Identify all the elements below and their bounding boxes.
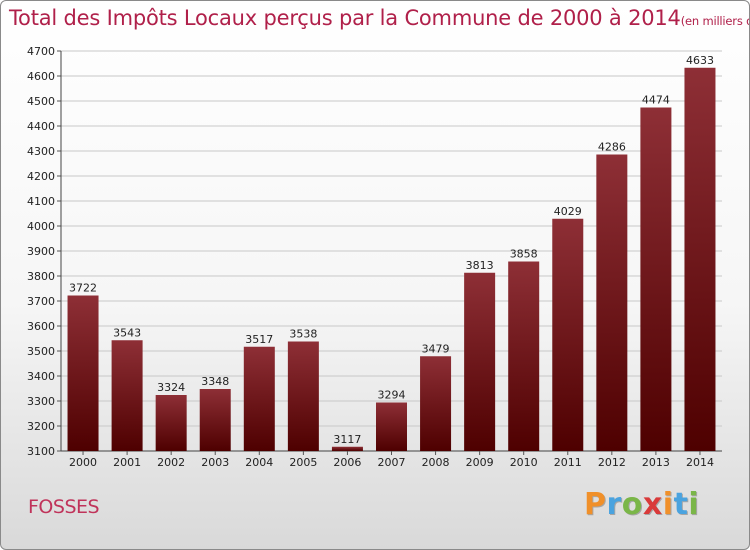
chart-title-main: Total des Impôts Locaux perçus par la Co… <box>9 6 681 30</box>
data-label: 3543 <box>113 326 141 339</box>
x-tick-label: 2004 <box>245 456 273 469</box>
data-label: 3117 <box>333 433 361 446</box>
y-tick-label: 4200 <box>27 170 55 183</box>
logo-letter: o <box>621 487 643 522</box>
y-tick-label: 3600 <box>27 320 55 333</box>
bar-2010 <box>508 261 540 451</box>
x-tick-label: 2000 <box>69 456 97 469</box>
x-tick-label: 2001 <box>113 456 141 469</box>
x-tick-label: 2013 <box>642 456 670 469</box>
bar-2002 <box>155 395 187 451</box>
x-tick-label: 2002 <box>157 456 185 469</box>
bar-2008 <box>420 356 452 451</box>
proxiti-logo: Proxiti <box>584 487 699 522</box>
logo-letter: i <box>662 487 674 522</box>
bar-2005 <box>287 341 319 451</box>
data-label: 3813 <box>466 259 494 272</box>
y-tick-label: 4700 <box>27 45 55 58</box>
y-tick-label: 4400 <box>27 120 55 133</box>
chart-title: Total des Impôts Locaux perçus par la Co… <box>9 6 749 30</box>
logo-letter: r <box>606 487 622 522</box>
bar-2014 <box>684 67 716 451</box>
data-label: 4633 <box>686 54 714 67</box>
y-tick-label: 4300 <box>27 145 55 158</box>
y-tick-label: 4600 <box>27 70 55 83</box>
bar-2011 <box>552 218 584 451</box>
bar-2004 <box>243 346 275 451</box>
y-tick-label: 3700 <box>27 295 55 308</box>
bar-2001 <box>111 340 143 451</box>
logo-letter: t <box>673 487 689 522</box>
data-label: 3538 <box>289 328 317 341</box>
x-tick-label: 2009 <box>466 456 494 469</box>
logo-letter: x <box>642 487 663 522</box>
bar-2012 <box>596 154 628 451</box>
y-tick-label: 3100 <box>27 445 55 458</box>
bar-2007 <box>376 402 407 451</box>
x-tick-label: 2011 <box>554 456 582 469</box>
commune-name: FOSSES <box>28 496 100 518</box>
data-label: 3722 <box>69 282 97 295</box>
data-label: 3479 <box>422 342 450 355</box>
bar-2006 <box>331 446 363 451</box>
data-label: 3324 <box>157 381 185 394</box>
data-label: 3348 <box>201 375 229 388</box>
x-tick-label: 2010 <box>510 456 538 469</box>
x-tick-label: 2012 <box>598 456 626 469</box>
y-tick-label: 4000 <box>27 220 55 233</box>
x-tick-label: 2006 <box>333 456 361 469</box>
x-tick-label: 2014 <box>686 456 714 469</box>
data-label: 4286 <box>598 141 626 154</box>
data-label: 3294 <box>378 389 406 402</box>
x-tick-label: 2005 <box>289 456 317 469</box>
bar-2013 <box>640 107 672 451</box>
y-tick-label: 3500 <box>27 345 55 358</box>
y-tick-label: 4100 <box>27 195 55 208</box>
data-label: 4474 <box>642 94 670 107</box>
x-tick-label: 2007 <box>378 456 406 469</box>
data-label: 4029 <box>554 205 582 218</box>
y-tick-label: 3400 <box>27 370 55 383</box>
y-tick-label: 3800 <box>27 270 55 283</box>
x-tick-label: 2008 <box>422 456 450 469</box>
logo-letter: P <box>584 487 607 522</box>
data-label: 3858 <box>510 248 538 261</box>
y-tick-label: 3300 <box>27 395 55 408</box>
x-tick-label: 2003 <box>201 456 229 469</box>
y-tick-label: 3900 <box>27 245 55 258</box>
data-label: 3517 <box>245 333 273 346</box>
y-tick-label: 3200 <box>27 420 55 433</box>
y-tick-label: 4500 <box>27 95 55 108</box>
bar-2000 <box>67 295 99 451</box>
logo-letter: i <box>688 487 700 522</box>
bar-2003 <box>199 389 231 451</box>
chart-title-unit: (en milliers d'€) <box>680 14 749 28</box>
bar-2009 <box>464 272 496 451</box>
